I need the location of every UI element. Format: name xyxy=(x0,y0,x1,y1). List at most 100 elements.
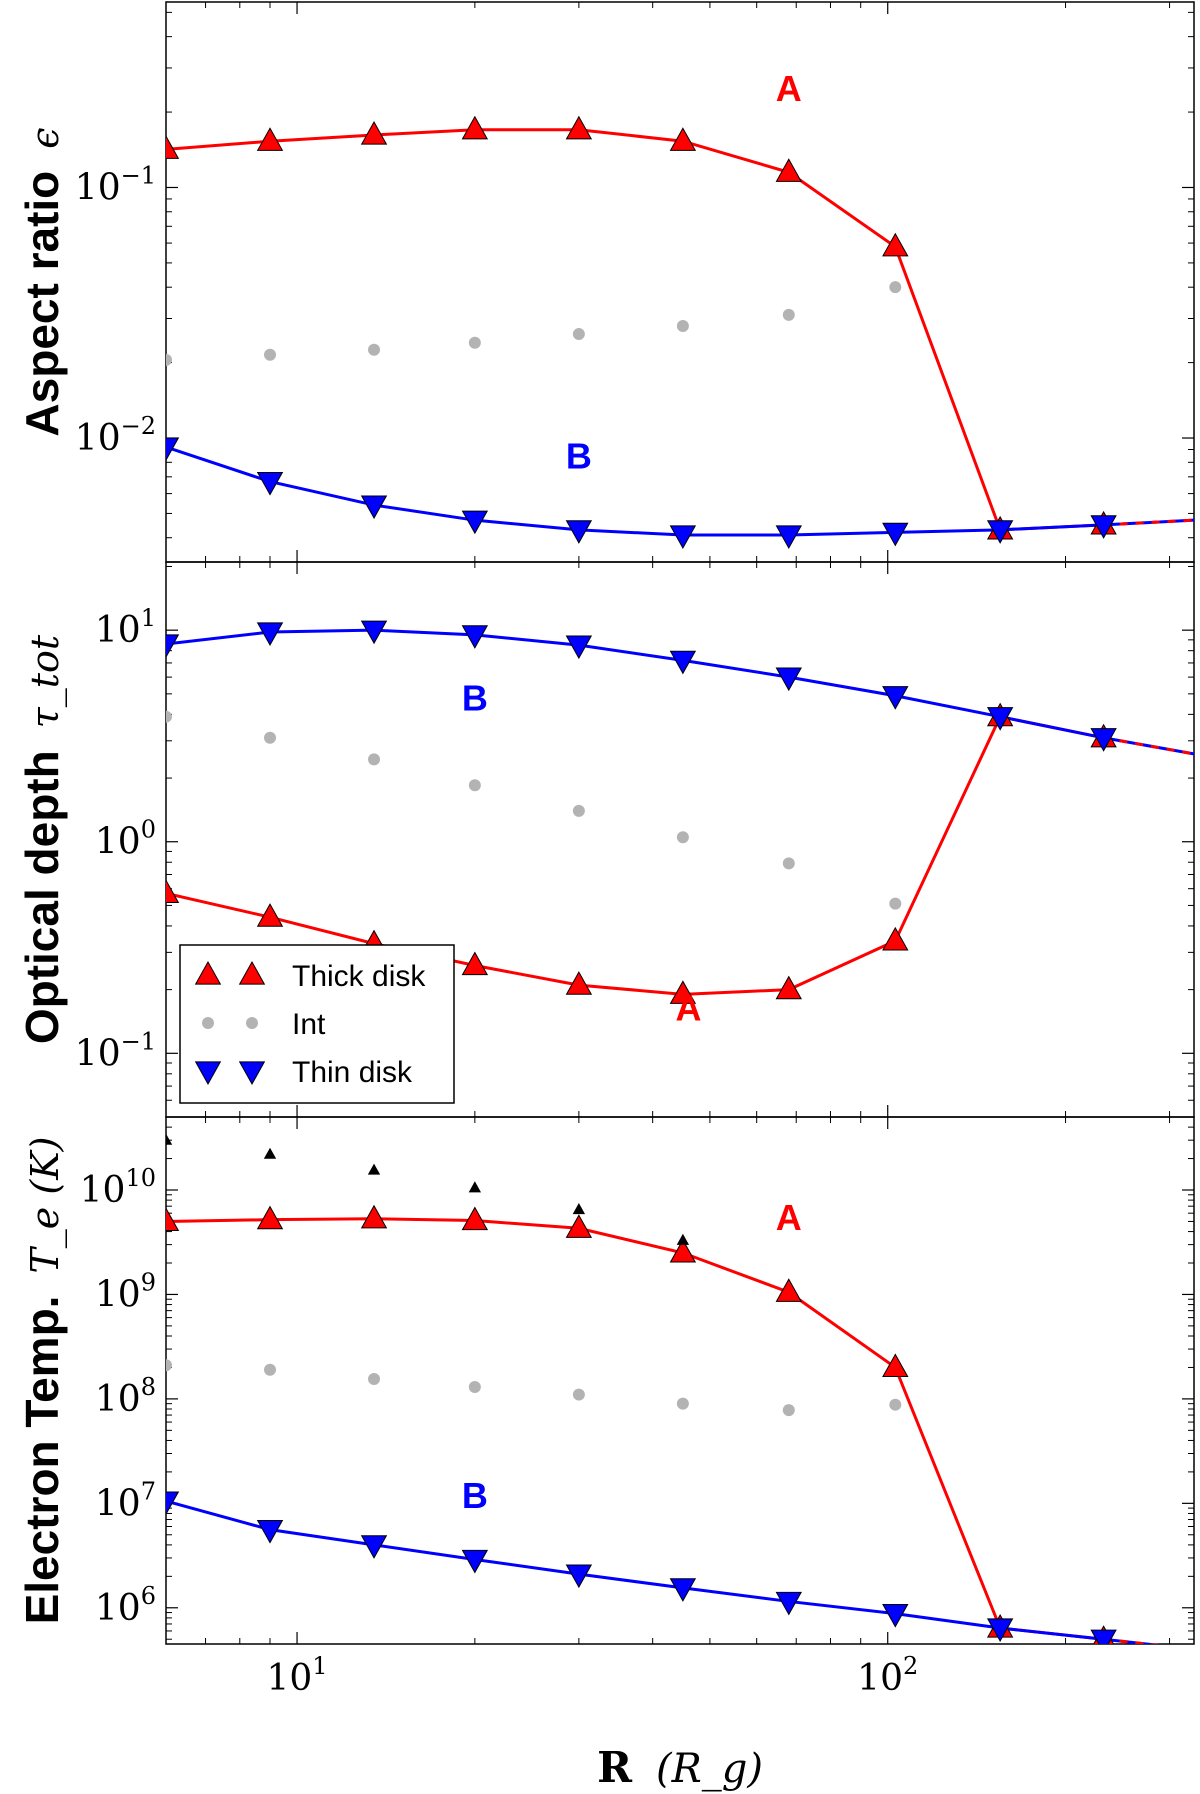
int-point xyxy=(368,343,381,356)
thin-disk-point xyxy=(565,1564,593,1589)
y-tick-exponent: −1 xyxy=(121,161,156,189)
ion-temp-point xyxy=(166,1133,173,1145)
y-tick-label: 100 xyxy=(95,816,156,863)
y-axis-label: Electron Temp. T_e (K) xyxy=(16,1137,68,1625)
y-tick-base: 10 xyxy=(95,1274,141,1315)
x-axis: 101 102 R (R_g) xyxy=(266,1652,918,1792)
x-tick-label: 101 xyxy=(266,1652,327,1699)
y-axis-symbol: ϵ xyxy=(23,127,67,148)
thick-disk-point xyxy=(166,135,180,159)
plot-frame xyxy=(165,1,1195,563)
int-point xyxy=(264,348,277,361)
y-tick-label: 106 xyxy=(95,1582,156,1629)
y-axis-title: Optical depth xyxy=(16,750,68,1044)
x-axis-title: R xyxy=(597,1743,633,1792)
thin-disk-point xyxy=(775,1591,802,1616)
int-point xyxy=(572,1388,585,1401)
thick-disk-point xyxy=(360,120,388,145)
y-tick-exponent: 8 xyxy=(141,1373,156,1401)
int-point xyxy=(572,804,585,817)
y-tick-exponent: 6 xyxy=(141,1582,156,1610)
y-tick-label: 10−1 xyxy=(75,161,156,208)
thin-disk-point xyxy=(775,525,802,550)
thick-disk-point xyxy=(882,926,909,951)
y-tick-base: 10 xyxy=(75,1033,121,1074)
y-axis-label: Aspect ratio ϵ xyxy=(16,127,68,436)
int-point xyxy=(782,308,795,321)
legend-label: Int xyxy=(292,1008,326,1041)
ion-temp-point xyxy=(468,1181,482,1193)
y-tick-base: 10 xyxy=(95,610,141,651)
x-tick-base: 10 xyxy=(857,1658,903,1699)
y-tick-label: 10−1 xyxy=(75,1027,156,1074)
thin-disk-point xyxy=(986,707,1014,731)
y-tick-base: 10 xyxy=(95,1588,141,1629)
y-tick-base: 10 xyxy=(95,822,141,863)
y-axis-symbol: τ_tot xyxy=(23,634,68,728)
x-tick-base: 10 xyxy=(266,1658,312,1699)
legend-label: Thick disk xyxy=(292,960,426,993)
y-tick-base: 10 xyxy=(80,1170,126,1211)
y-tick-label: 1010 xyxy=(80,1164,156,1211)
legend-int-marker xyxy=(202,1017,214,1029)
thin-disk-point xyxy=(461,1549,489,1574)
int-point xyxy=(889,281,902,294)
label-b-annotation: B xyxy=(566,436,592,477)
int-point xyxy=(676,831,689,844)
thick-disk-point xyxy=(565,1214,593,1238)
y-axis-title: Aspect ratio xyxy=(16,171,68,437)
thin-disk-point xyxy=(986,520,1014,544)
legend-thin-marker xyxy=(238,1061,266,1086)
thin-disk-point xyxy=(256,471,284,496)
y-tick-label: 107 xyxy=(95,1477,156,1524)
thin-disk-point xyxy=(565,635,593,660)
y-tick-label: 101 xyxy=(95,604,156,651)
y-tick-exponent: −1 xyxy=(121,1027,156,1055)
int-point xyxy=(264,1363,277,1376)
y-axis-label: Optical depth τ_tot xyxy=(16,634,68,1044)
int-point xyxy=(368,753,381,766)
thick-disk-point xyxy=(256,903,284,927)
y-axis-symbol: T_e (K) xyxy=(23,1137,68,1274)
int-point xyxy=(166,710,172,723)
thin-disk-point xyxy=(1090,515,1117,539)
int-point xyxy=(782,857,795,870)
int-point xyxy=(889,897,902,910)
y-tick-base: 10 xyxy=(95,1379,141,1420)
thin-disk-point xyxy=(1090,1629,1117,1644)
thin-disk-point xyxy=(882,522,909,547)
label-b-annotation: B xyxy=(462,1475,488,1516)
thick-disk-point xyxy=(166,879,180,903)
legend-int-marker xyxy=(246,1017,258,1029)
y-tick-exponent: 7 xyxy=(141,1477,156,1505)
int-point xyxy=(676,319,689,332)
label-b-annotation: B xyxy=(462,678,488,719)
int-point xyxy=(676,1397,689,1410)
thin-disk-point xyxy=(360,620,388,645)
ion-temp-point xyxy=(367,1163,381,1175)
y-axis-title: Electron Temp. xyxy=(16,1296,68,1625)
x-axis-label: R (R_g) xyxy=(597,1743,763,1792)
x-tick-label: 102 xyxy=(857,1652,918,1699)
thick-disk-point xyxy=(775,158,802,182)
legend-thin-marker xyxy=(194,1061,222,1086)
int-point xyxy=(468,1380,481,1393)
thin-disk-point xyxy=(565,520,593,544)
thin-disk-point xyxy=(669,650,697,675)
int-point xyxy=(572,328,585,341)
thick-disk-point xyxy=(461,1206,489,1231)
legend-entry: Thin disk xyxy=(194,1056,413,1089)
int-point xyxy=(166,1359,172,1372)
thick-disk-point xyxy=(669,127,697,151)
thick-disk-point xyxy=(669,1238,697,1263)
y-tick-label: 10−2 xyxy=(75,412,156,459)
plot-area xyxy=(166,620,1194,1004)
int-point xyxy=(468,336,481,349)
int-point xyxy=(264,731,277,744)
thick-disk-point xyxy=(565,971,593,995)
legend-box xyxy=(179,944,455,1104)
thin-disk-point xyxy=(166,634,180,659)
thick-disk-point xyxy=(565,115,593,140)
thick-disk-point xyxy=(461,951,489,976)
